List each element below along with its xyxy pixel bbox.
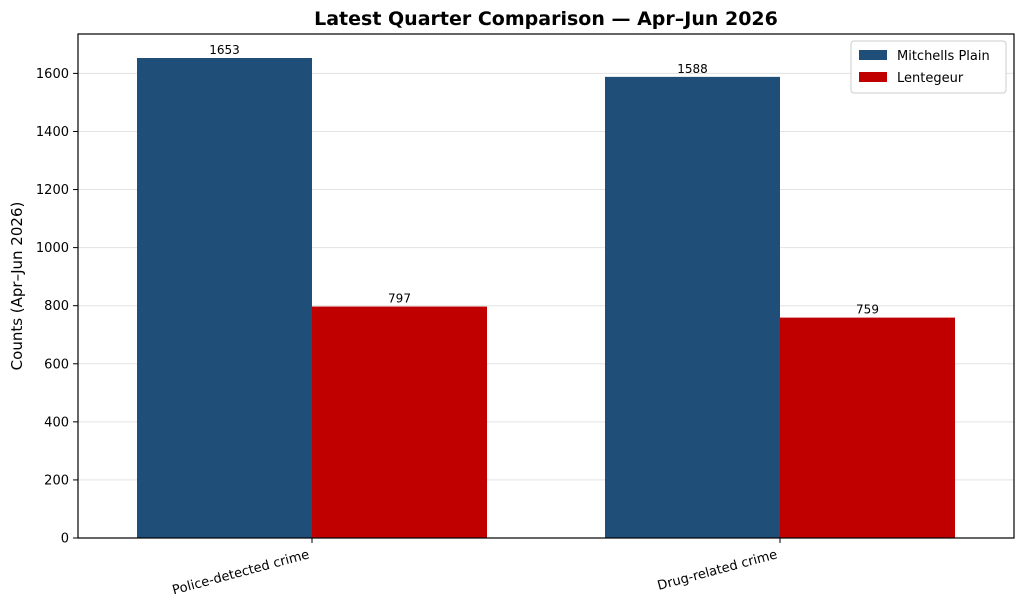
x-axis: Police-detected crime Drug-related crime: [171, 538, 781, 598]
legend-label: Mitchells Plain: [897, 49, 990, 64]
y-tick-label: 1000: [36, 241, 69, 256]
y-tick-label: 400: [44, 415, 69, 430]
x-tick-label: Police-detected crime: [171, 547, 311, 598]
y-tick-label: 1400: [36, 125, 69, 140]
y-tick-label: 600: [44, 357, 69, 372]
legend-box: [850, 40, 1007, 94]
data-labels: 1653 797 1588 759: [209, 43, 879, 317]
y-axis: 0 200 400 600 800 1000 1200 1400 1600: [36, 67, 78, 547]
bar-value-label: 1588: [677, 62, 708, 76]
y-tick-label: 1600: [36, 67, 69, 82]
chart-title: Latest Quarter Comparison — Apr–Jun 2026: [314, 8, 778, 30]
y-tick-label: 0: [61, 532, 69, 547]
bar-mitchells-plain: [605, 76, 780, 539]
x-tick-label: Drug-related crime: [656, 547, 779, 593]
bar-value-label: 1653: [209, 43, 240, 57]
y-tick-label: 1200: [36, 183, 69, 198]
legend-label: Lentegeur: [897, 71, 964, 86]
plot-frame: [77, 33, 1015, 539]
bar-lentegeur: [780, 317, 955, 538]
bar-value-label: 797: [388, 292, 411, 306]
bar-mitchells-plain: [137, 58, 312, 538]
bar-value-label: 759: [856, 303, 879, 317]
y-tick-label: 800: [44, 299, 69, 314]
legend: Mitchells Plain Lentegeur: [850, 40, 1007, 94]
bars: [137, 58, 955, 539]
legend-swatch: [859, 72, 887, 82]
legend-swatch: [859, 50, 887, 60]
bar-lentegeur: [312, 306, 487, 538]
y-axis-label: Counts (Apr–Jun 2026): [8, 202, 26, 371]
y-tick-label: 200: [44, 473, 69, 488]
